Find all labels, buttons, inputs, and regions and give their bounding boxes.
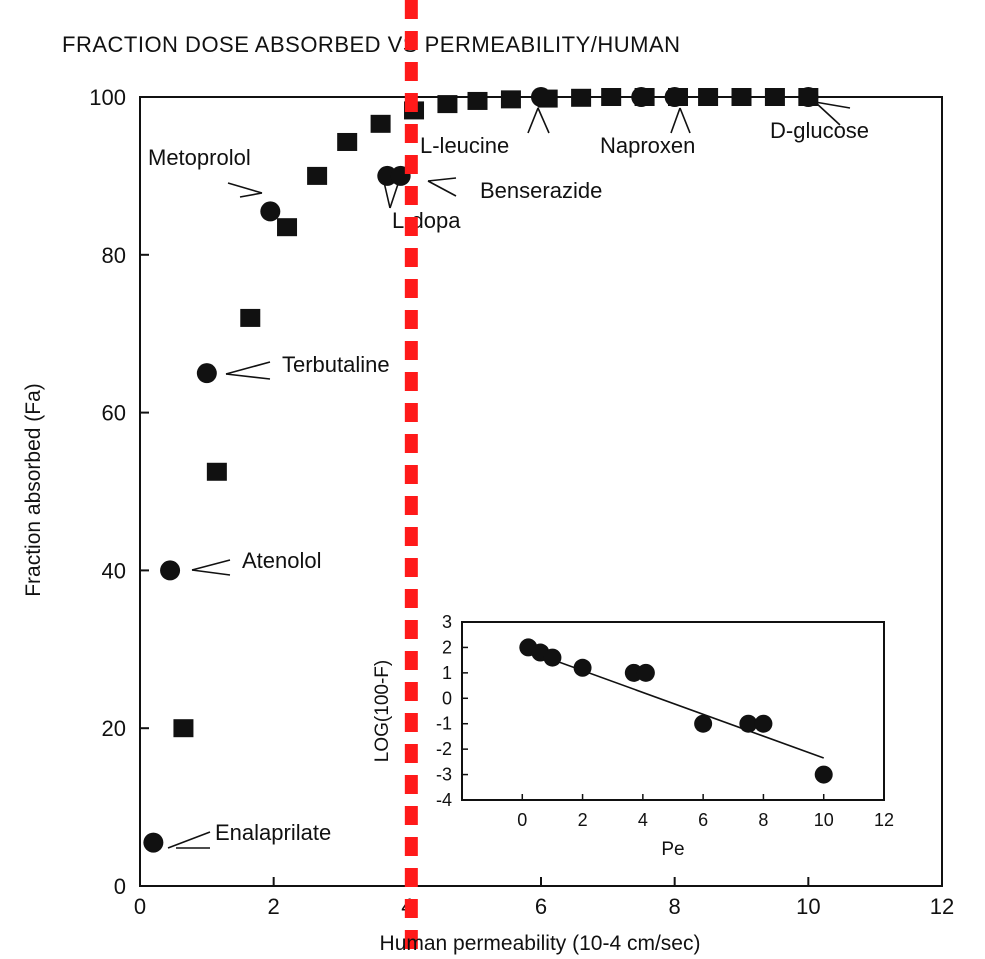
circle-point <box>160 560 181 581</box>
inset-x-tick-label: 8 <box>758 810 768 830</box>
annotation-label: Metoprolol <box>148 145 251 170</box>
square-point <box>337 132 358 151</box>
square-point <box>698 88 719 106</box>
x-tick-label: 2 <box>268 894 280 919</box>
annotation-pointer <box>814 101 851 109</box>
x-tick-label: 10 <box>796 894 820 919</box>
y-tick-label: 0 <box>114 874 126 899</box>
inset-point <box>754 714 773 733</box>
annotation-pointer <box>527 107 539 134</box>
annotation-pointer <box>227 182 263 194</box>
annotation-pointer <box>383 181 391 209</box>
annotation-label: Atenolol <box>242 548 322 573</box>
y-tick-label: 20 <box>102 716 126 741</box>
annotation-pointer <box>537 107 550 134</box>
annotation-pointer <box>191 559 231 571</box>
inset-x-tick-label: 6 <box>698 810 708 830</box>
inset-x-tick-label: 2 <box>578 810 588 830</box>
inset-y-tick-label: -1 <box>436 714 452 734</box>
circle-point <box>196 363 217 384</box>
circle-point <box>531 87 551 107</box>
square-point <box>240 308 261 327</box>
annotation-pointer <box>191 569 231 576</box>
inset-y-tick-label: -3 <box>436 765 452 785</box>
inset-point <box>694 714 713 733</box>
y-tick-label: 60 <box>102 401 126 426</box>
inset-point <box>573 658 592 677</box>
x-tick-label: 8 <box>669 894 681 919</box>
x-tick-label: 6 <box>535 894 547 919</box>
annotation-pointer <box>225 373 271 380</box>
inset-x-tick-label: 4 <box>638 810 648 830</box>
circle-point <box>260 201 281 222</box>
inset-x-tick-label: 10 <box>814 810 834 830</box>
inset-x-axis-label: Pe <box>661 839 684 860</box>
annotation-label: L-leucine <box>420 133 509 158</box>
annotation-pointer <box>239 192 263 198</box>
chart-title: FRACTION DOSE ABSORBED VS PERMEABILITY/H… <box>62 32 681 57</box>
inset-y-tick-label: 1 <box>442 663 452 683</box>
annotation-label: Enalaprilate <box>215 820 331 845</box>
inset-y-tick-label: -4 <box>436 790 452 810</box>
square-point <box>307 166 328 185</box>
annotation-pointer <box>225 361 271 375</box>
square-point <box>467 91 488 110</box>
annotation-pointer <box>427 177 457 182</box>
inset-y-tick-label: 2 <box>442 637 452 657</box>
square-point <box>437 95 458 114</box>
x-axis-label: Human permeability (10-4 cm/sec) <box>380 932 701 955</box>
annotation-pointer <box>167 831 211 849</box>
inset-y-tick-label: 0 <box>442 688 452 708</box>
annotation-pointer <box>427 180 457 197</box>
inset-x-tick-label: 12 <box>874 810 894 830</box>
annotation-label: L-dopa <box>392 208 461 233</box>
inset-point <box>739 714 758 733</box>
y-tick-label: 100 <box>89 85 126 110</box>
annotation-label: D-glucose <box>770 118 869 143</box>
square-point <box>731 88 752 106</box>
circle-point <box>631 87 652 107</box>
square-point <box>173 719 194 738</box>
inset-point <box>636 663 655 682</box>
y-tick-label: 40 <box>102 558 126 583</box>
annotation-label: Benserazide <box>480 178 602 203</box>
annotation-pointer <box>670 107 681 134</box>
annotation-pointer <box>814 101 841 126</box>
square-point <box>571 88 592 107</box>
annotation-pointer <box>389 183 399 209</box>
x-tick-label: 0 <box>134 894 146 919</box>
y-tick-label: 80 <box>102 243 126 268</box>
circle-point <box>798 87 819 107</box>
circle-point <box>664 87 685 107</box>
square-point <box>764 88 785 106</box>
square-point <box>601 88 622 106</box>
square-point <box>277 218 298 237</box>
inset-fit-line <box>522 647 824 759</box>
main-plot: 024681012020406080100MetoprololBenserazi… <box>89 85 954 919</box>
y-axis-label: Fraction absorbed (Fa) <box>22 383 45 597</box>
inset-x-tick-label: 0 <box>517 810 527 830</box>
square-point <box>206 462 227 481</box>
circle-point <box>143 832 164 853</box>
inset-point <box>814 765 833 784</box>
inset-point <box>543 648 562 667</box>
square-point <box>500 90 521 109</box>
annotation-label: Terbutaline <box>282 352 390 377</box>
inset-y-tick-label: 3 <box>442 612 452 632</box>
x-tick-label: 12 <box>930 894 954 919</box>
square-point <box>370 114 391 133</box>
inset-y-tick-label: -2 <box>436 739 452 759</box>
inset-y-axis-label: LOG(100-F) <box>372 660 393 762</box>
annotation-pointer <box>679 107 691 134</box>
annotation-label: Naproxen <box>600 133 695 158</box>
